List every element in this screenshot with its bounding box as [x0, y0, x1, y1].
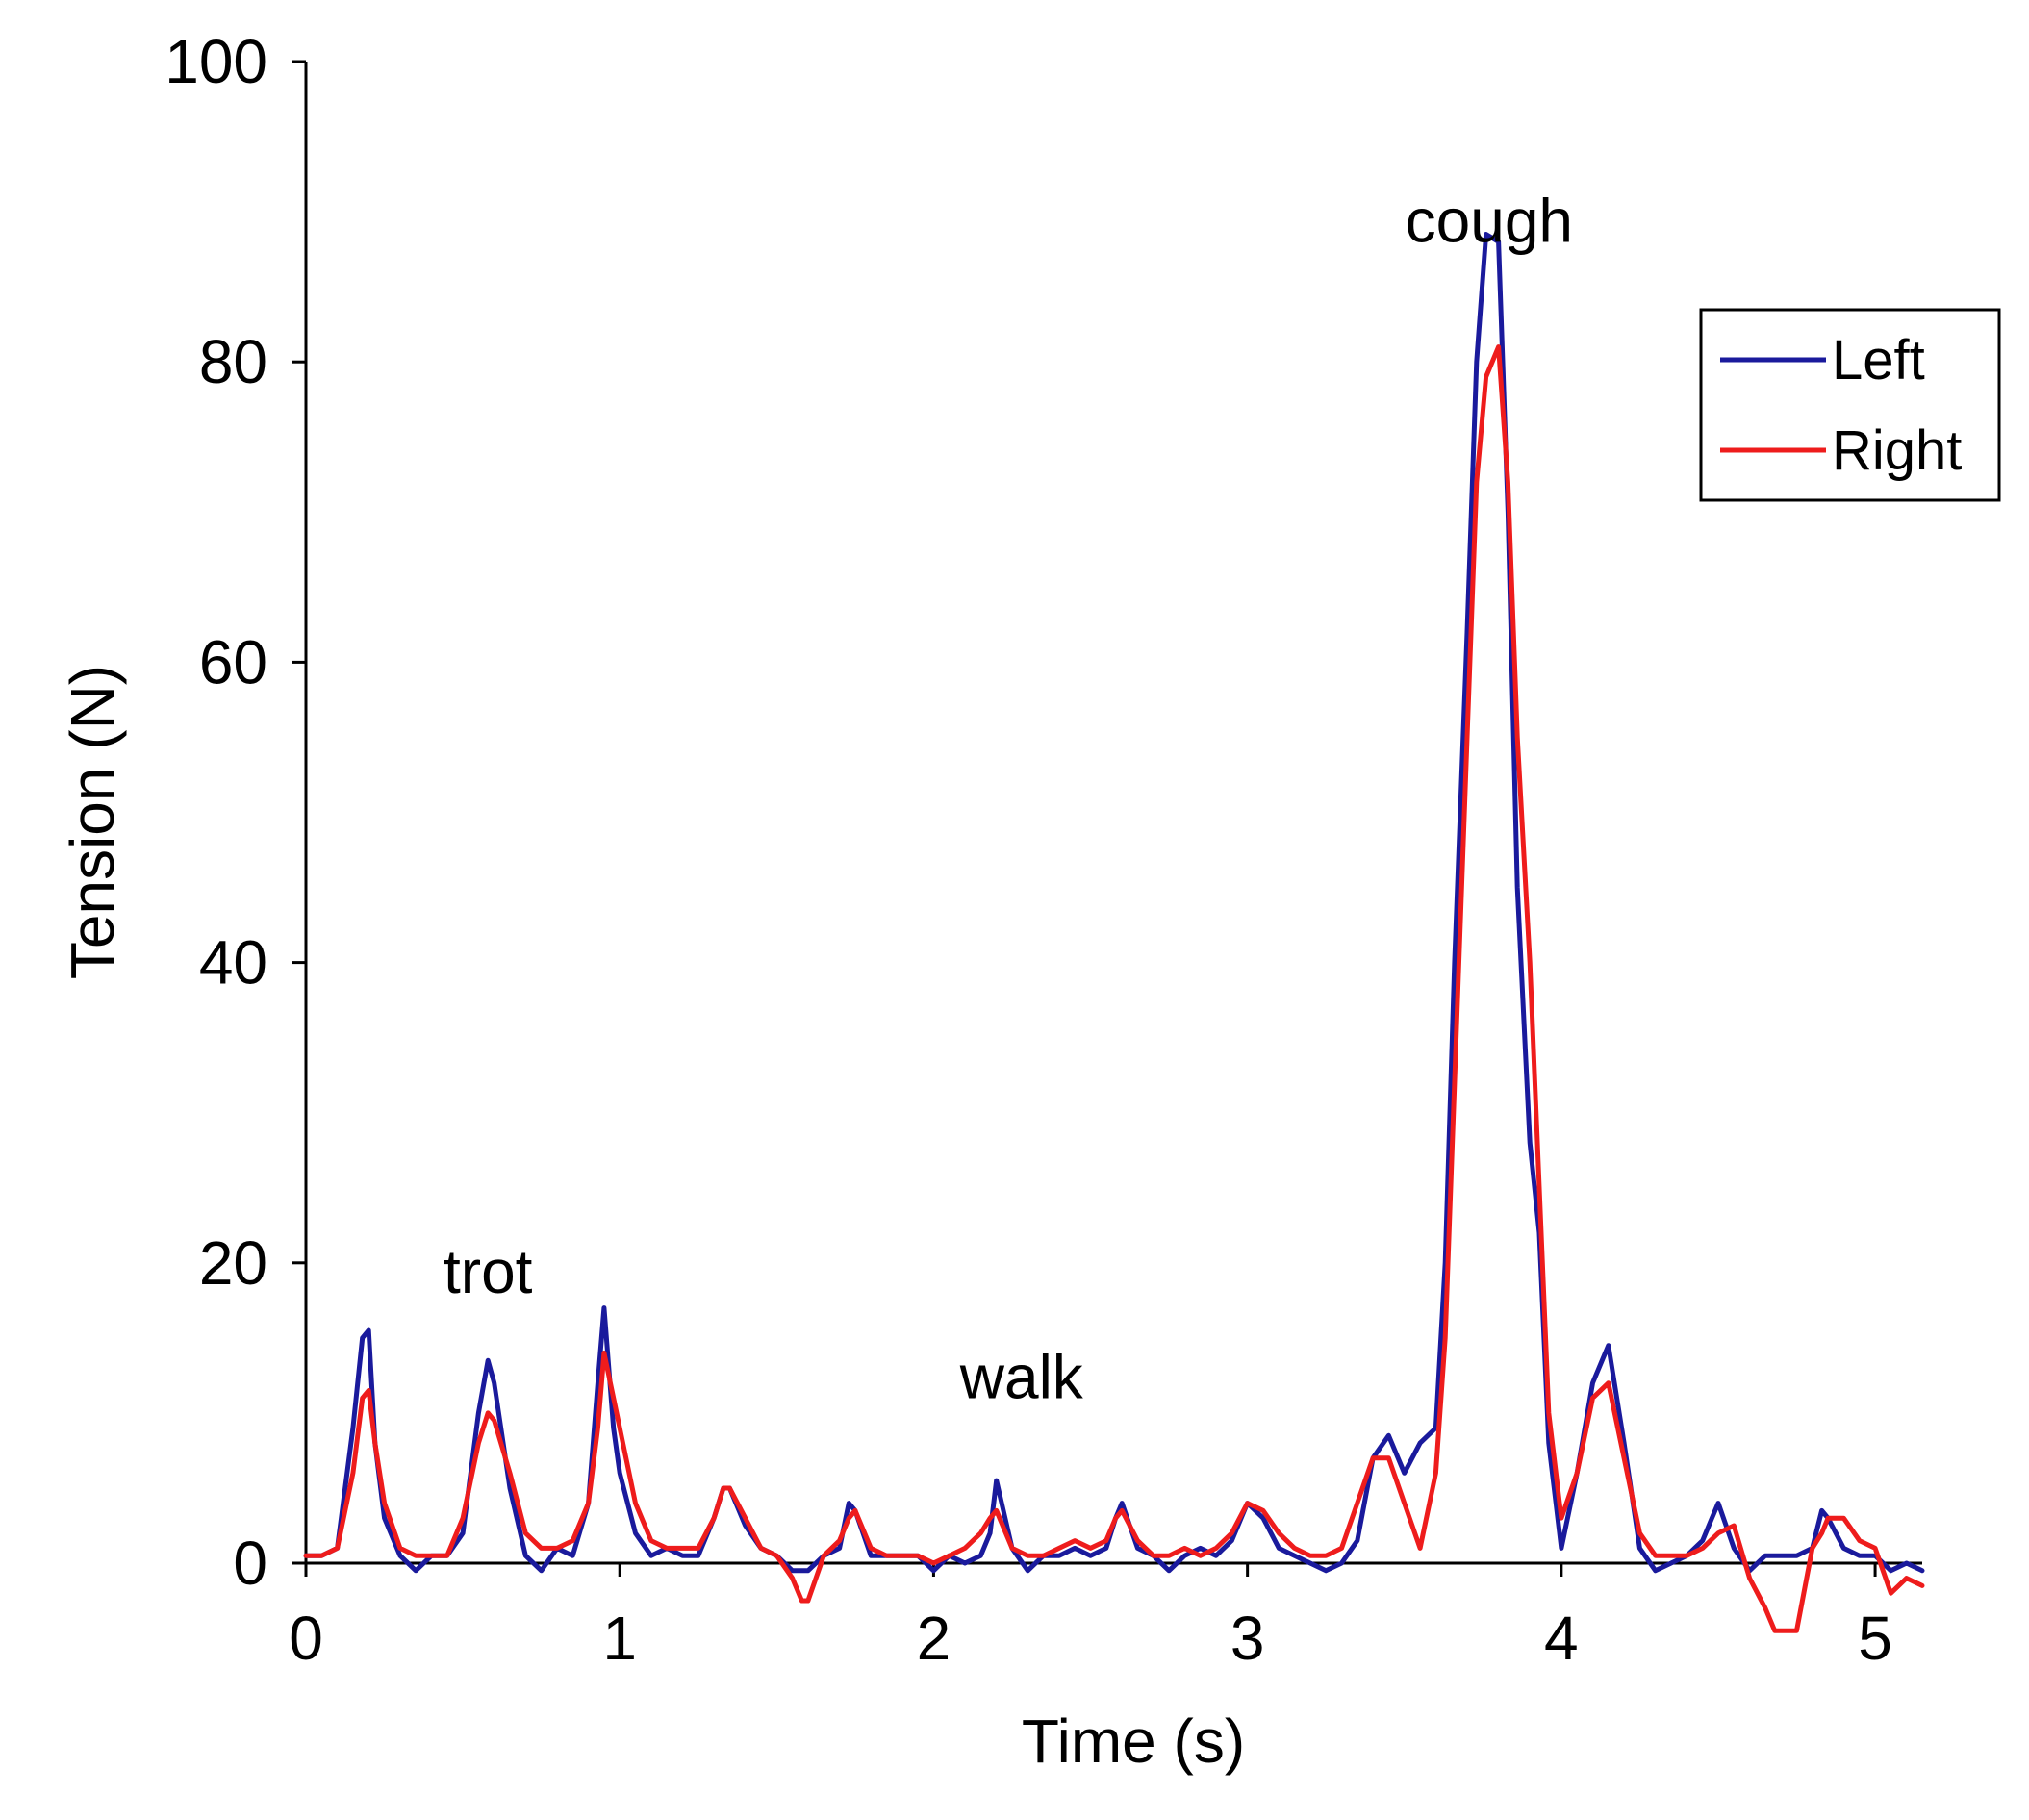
legend-box — [1699, 308, 2001, 502]
annotation-walk: walk — [959, 1342, 1084, 1411]
legend: Left Right — [1699, 308, 2001, 502]
y-tick-label: 0 — [233, 1529, 267, 1598]
annotations: trot walk cough — [444, 186, 1573, 1411]
x-tick-label: 0 — [289, 1604, 323, 1673]
y-tick-label: 60 — [199, 627, 267, 696]
series-layer — [303, 232, 1925, 1633]
y-tick-label: 100 — [165, 27, 267, 96]
x-axis-title: Time (s) — [1022, 1706, 1245, 1776]
legend-label-left: Left — [1832, 329, 1925, 392]
x-tick-label: 3 — [1230, 1604, 1265, 1673]
axes: 0 20 40 60 80 100 0 1 2 3 4 5 — [165, 27, 1922, 1673]
series-line-right — [303, 344, 1925, 1633]
annotation-cough: cough — [1406, 186, 1573, 255]
x-tick-label: 4 — [1544, 1604, 1579, 1673]
y-tick-label: 20 — [199, 1228, 267, 1298]
x-tick-label: 5 — [1858, 1604, 1892, 1673]
legend-label-right: Right — [1832, 419, 1962, 482]
y-tick-label: 40 — [199, 928, 267, 998]
series-line-left — [303, 232, 1925, 1574]
y-axis-title: Tension (N) — [58, 665, 127, 979]
x-tick-label: 2 — [917, 1604, 951, 1673]
x-tick-label: 1 — [602, 1604, 637, 1673]
y-tick-label: 80 — [199, 327, 267, 396]
annotation-trot: trot — [444, 1237, 533, 1306]
